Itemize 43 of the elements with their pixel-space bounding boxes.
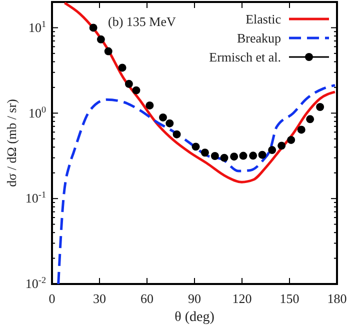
- y-tick-label: 10$^{0}$: [28, 104, 46, 120]
- x-tick-label: 90: [188, 291, 201, 306]
- line-series: [57, 84, 336, 284]
- point: [258, 150, 266, 159]
- y-axis-title: dσ / dΩ (mb / sr): [4, 99, 19, 187]
- point: [118, 64, 126, 72]
- point: [124, 80, 133, 88]
- point: [278, 142, 286, 150]
- point: [159, 113, 167, 122]
- x-tick-label: 120: [232, 291, 252, 306]
- x-tick-label: 30: [93, 291, 106, 306]
- legend-label: Breakup: [236, 30, 281, 46]
- point: [297, 126, 306, 134]
- point: [249, 152, 258, 160]
- point: [316, 103, 324, 111]
- annotation: (b) 135 MeV: [108, 14, 176, 29]
- legend-label: Elastic: [246, 12, 282, 26]
- point: [89, 24, 98, 32]
- point: [230, 152, 238, 161]
- point: [132, 86, 140, 94]
- point: [104, 47, 112, 56]
- line-series: [63, 2, 336, 184]
- point: [146, 101, 154, 110]
- point: [268, 146, 276, 154]
- x-tick-label: 150: [280, 291, 300, 306]
- point: [306, 115, 314, 124]
- y-tick-label: 10$^{-2}$: [25, 275, 46, 292]
- point: [210, 152, 219, 160]
- point: [287, 136, 296, 144]
- point: [166, 119, 174, 128]
- y-tick-label: 10$^{1}$: [28, 18, 46, 35]
- point: [239, 152, 248, 160]
- x-axis-title: θ (deg): [174, 310, 215, 325]
- x-tick-label: 0: [48, 291, 56, 306]
- y-tick-label: 10$^{-1}$: [25, 190, 46, 206]
- legend-label: Ermisch et al.: [209, 50, 281, 64]
- x-tick-label: 180: [327, 291, 347, 306]
- point: [200, 148, 209, 157]
- point: [192, 142, 200, 151]
- point: [172, 130, 181, 138]
- x-tick-label: 60: [140, 291, 154, 306]
- point: [96, 35, 105, 44]
- point: [220, 154, 228, 162]
